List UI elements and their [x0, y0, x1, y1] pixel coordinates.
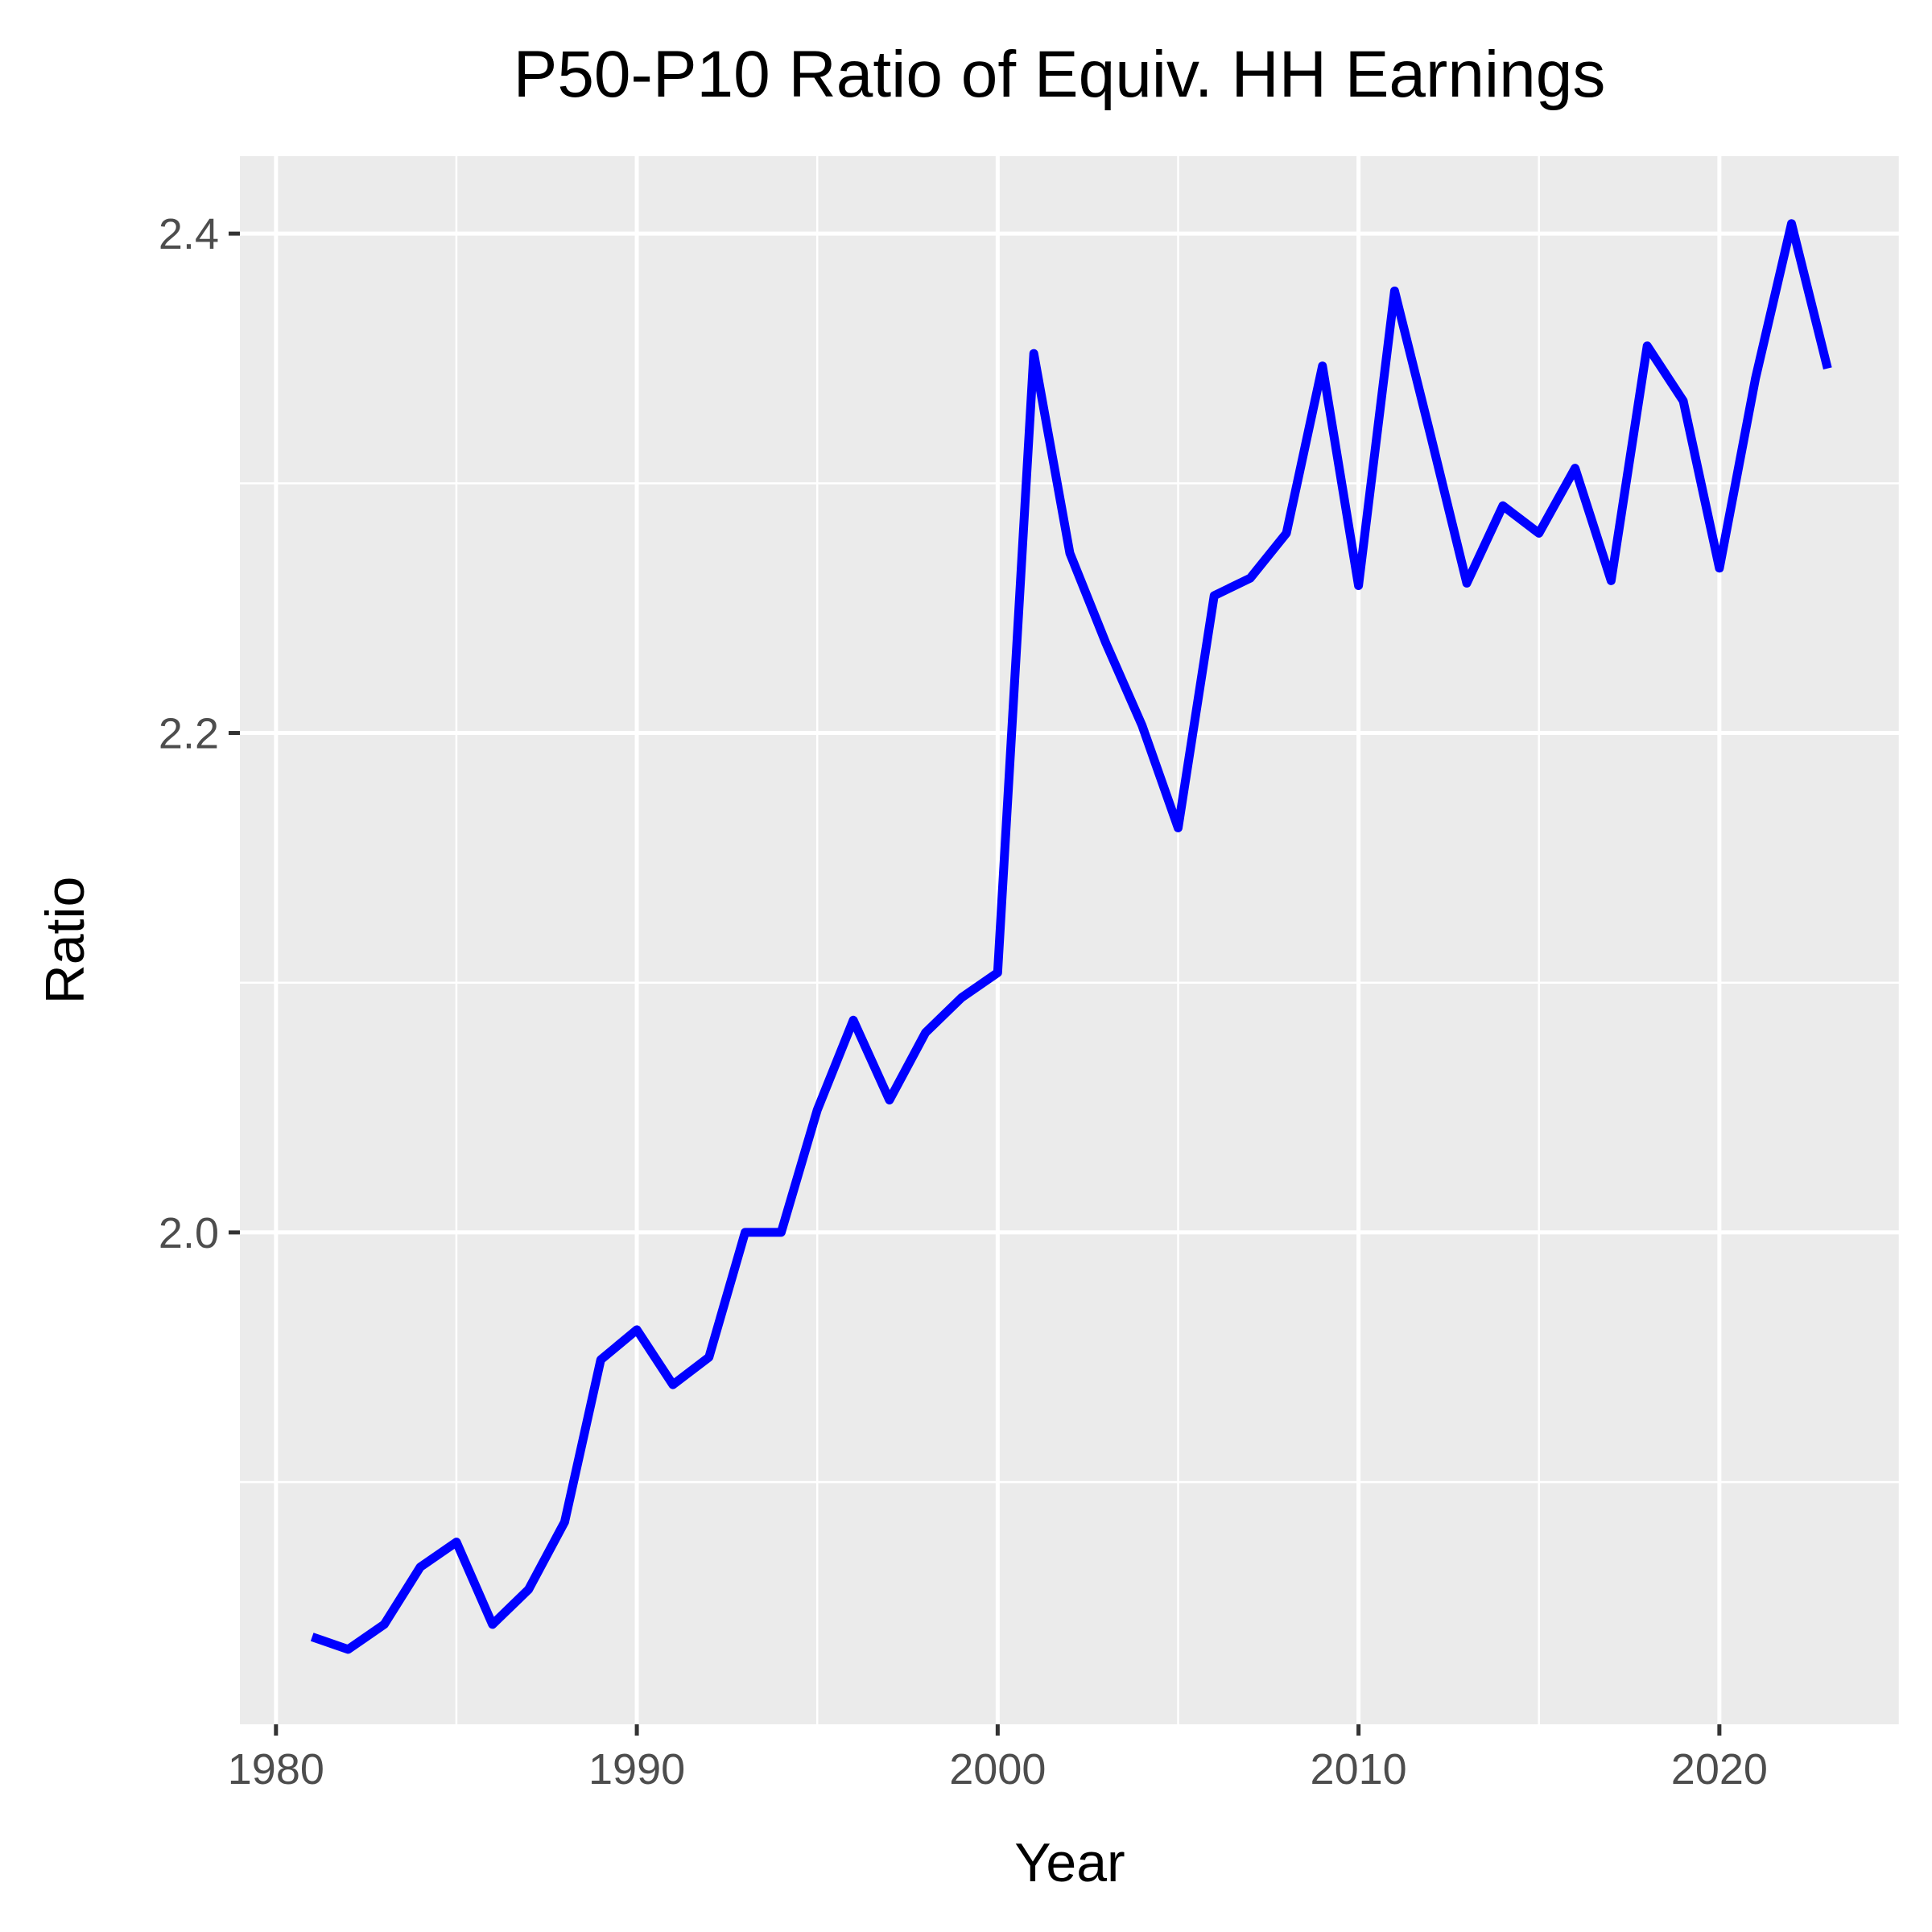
- y-axis-title: Ratio: [35, 877, 96, 1005]
- x-tick-label: 2020: [1671, 1745, 1768, 1794]
- grid-lines: [240, 156, 1901, 1724]
- axes: 1980 1990 2000 2010 2020 2.0 2.2 2.4: [159, 210, 1768, 1794]
- plot-panel: [240, 156, 1900, 1724]
- series-layer: [310, 219, 1832, 1654]
- x-axis-title: Year: [1014, 1832, 1125, 1893]
- x-tick-label: 1990: [588, 1745, 685, 1794]
- y-tick-label: 2.4: [159, 210, 219, 258]
- y-tick-label: 2.0: [159, 1209, 219, 1257]
- x-tick-label: 2010: [1311, 1745, 1407, 1794]
- series-line: [310, 219, 1832, 1654]
- chart-title: P50-P10 Ratio of Equiv. HH Earnings: [514, 38, 1606, 111]
- y-tick-label: 2.2: [159, 710, 219, 758]
- x-tick-label: 2000: [949, 1745, 1046, 1794]
- x-tick-label: 1980: [228, 1745, 324, 1794]
